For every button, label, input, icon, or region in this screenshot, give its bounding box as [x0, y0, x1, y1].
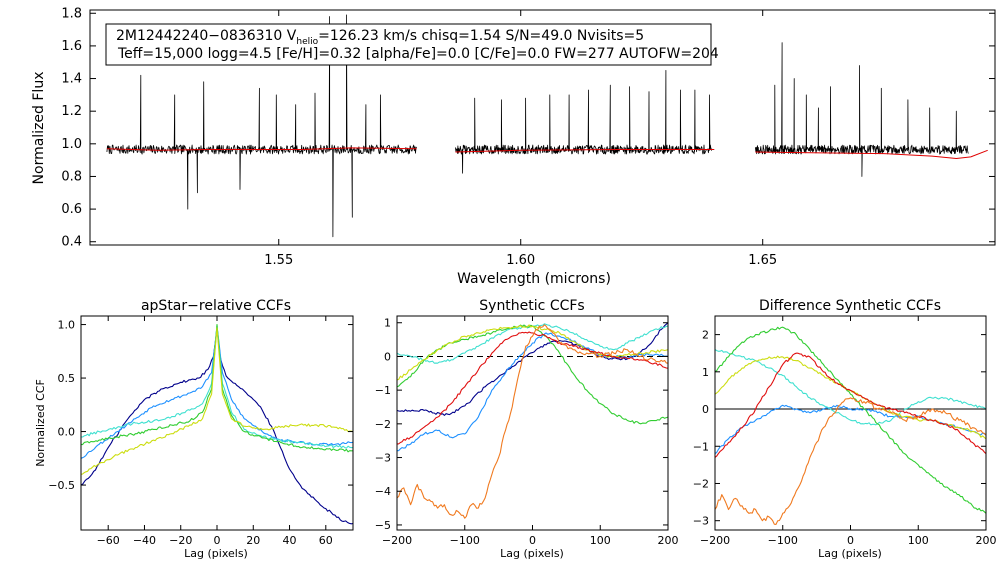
- apstar-series-visit-5: [80, 327, 354, 475]
- difference-xtick-label: 0: [847, 534, 854, 547]
- apstar-xtick-label: −40: [133, 534, 156, 547]
- synthetic-ccf-panel: Synthetic CCFs −200 −100 0 100 200 −5 −4 −3 −2 −1…: [375, 298, 679, 560]
- apstar-ytick-label: 1.0: [58, 319, 76, 332]
- synthetic-ccf-x-label: Lag (pixels): [500, 547, 564, 560]
- difference-ytick-label: −3: [693, 515, 709, 528]
- synthetic-ccf-series: [396, 322, 669, 519]
- spectrum-annotation-line1: 2M12442240−0836310 Vhelio=126.23 km/s ch…: [116, 28, 644, 47]
- apstar-ccf-y-label: Normalized CCF: [34, 379, 47, 467]
- synthetic-xtick-label: −200: [382, 534, 412, 547]
- difference-series-red: [714, 352, 987, 458]
- spectrum-model-chip-2: [455, 149, 715, 153]
- difference-series-green: [714, 326, 987, 514]
- apstar-ytick-label: 0.5: [58, 372, 76, 385]
- synthetic-ccf-title: Synthetic CCFs: [479, 298, 584, 314]
- spectrum-model-chip-1: [106, 147, 417, 151]
- apstar-xtick-label: 40: [283, 534, 297, 547]
- spectrum-annotation-line2: Teff=15,000 logg=4.5 [Fe/H]=0.32 [alpha/…: [117, 46, 719, 62]
- apstar-series-visit-1: [80, 328, 354, 525]
- difference-ccf-x-label: Lag (pixels): [818, 547, 882, 560]
- apstar-xtick-label: 20: [246, 534, 260, 547]
- spectrum-ytick-label: 0.6: [61, 202, 82, 217]
- difference-ytick-label: 2: [702, 329, 709, 342]
- spectrum-ytick-label: 1.2: [61, 104, 82, 119]
- synthetic-series-red: [396, 331, 669, 445]
- synthetic-ytick-label: 0: [384, 350, 391, 363]
- spectrum-panel: 1.55 1.60 1.65 0.4 0.6 0.8 1.0 1.2 1.4 1.6 1.8 2M1…: [31, 6, 996, 287]
- spectrum-ytick-label: 1.0: [61, 137, 82, 152]
- apstar-ccf-title: apStar−relative CCFs: [141, 298, 291, 314]
- apstar-xtick-label: −60: [97, 534, 120, 547]
- difference-xtick-label: −200: [700, 534, 730, 547]
- difference-series-blue: [714, 404, 987, 455]
- apstar-series-visit-2: [80, 326, 354, 459]
- difference-ccf-panel: Difference Synthetic CCFs −200 −100 0 100 20…: [693, 298, 997, 560]
- difference-ccf-frame: [714, 315, 987, 531]
- synthetic-series-green: [396, 324, 669, 425]
- synthetic-ytick-label: −4: [375, 485, 391, 498]
- difference-ytick-label: −1: [693, 440, 709, 453]
- spectrum-xtick-label: 1.60: [506, 253, 535, 268]
- synthetic-ytick-label: 1: [384, 317, 391, 330]
- apstar-xtick-label: 60: [319, 534, 333, 547]
- synthetic-xtick-label: −100: [450, 534, 480, 547]
- synthetic-ytick-label: −1: [375, 384, 391, 397]
- difference-xtick-label: 200: [976, 534, 997, 547]
- spectrum-ytick-label: 0.4: [61, 235, 82, 250]
- spectrum-xtick-label: 1.65: [748, 253, 777, 268]
- difference-ccf-ticks: −200 −100 0 100 200 −3 −2 −1 0 1 2: [693, 316, 997, 547]
- spectrum-frame: [89, 9, 996, 246]
- difference-xtick-label: −100: [768, 534, 798, 547]
- spectrum-ytick-label: 0.8: [61, 169, 82, 184]
- synthetic-xtick-label: 100: [590, 534, 611, 547]
- synthetic-ytick-label: −5: [375, 519, 391, 532]
- synthetic-xtick-label: 0: [529, 534, 536, 547]
- synthetic-ccf-ticks: −200 −100 0 100 200 −5 −4 −3 −2 −1 0 1: [375, 316, 679, 547]
- apstar-ytick-label: −0.5: [48, 479, 75, 492]
- synthetic-ytick-label: −3: [375, 452, 391, 465]
- apstar-xtick-label: −20: [169, 534, 192, 547]
- difference-ccf-title: Difference Synthetic CCFs: [759, 298, 941, 314]
- annotation-stats: =126.23 km/s chisq=1.54 S/N=49.0 Nvisits…: [318, 28, 644, 44]
- difference-xtick-label: 100: [908, 534, 929, 547]
- spectrum-annotation-box: [105, 23, 712, 66]
- spectrum-model-chip-3: [755, 149, 988, 159]
- spectrum-observed-chip-3: [755, 42, 969, 177]
- apstar-xtick-label: 0: [214, 534, 221, 547]
- spectrum-xtick-label: 1.55: [264, 253, 293, 268]
- spectrum-series: [106, 14, 988, 238]
- synthetic-series-blue: [396, 332, 669, 452]
- annotation-vhelio-subscript: helio: [296, 37, 318, 47]
- apstar-ccf-panel: apStar−relative CCFs −60 −40 −20 0 20 40 60 −0.…: [34, 298, 354, 560]
- difference-ytick-label: 0: [702, 403, 709, 416]
- annotation-star-id: 2M12442240−0836310 V: [116, 28, 297, 44]
- spectrum-observed-chip-2: [455, 70, 713, 174]
- spectrum-x-label: Wavelength (microns): [457, 271, 611, 287]
- spectrum-ytick-label: 1.8: [61, 6, 82, 21]
- apstar-ccf-ticks: −60 −40 −20 0 20 40 60 −0.5 0.0 0.5 1.0: [48, 316, 353, 547]
- difference-ytick-label: 1: [702, 366, 709, 379]
- synthetic-ytick-label: −2: [375, 418, 391, 431]
- apstar-ccf-series: [80, 324, 354, 525]
- spectrum-ytick-label: 1.6: [61, 39, 82, 54]
- spectrum-ytick-label: 1.4: [61, 72, 82, 87]
- spectrum-y-label: Normalized Flux: [31, 72, 47, 185]
- difference-ccf-series: [714, 326, 987, 525]
- apstar-series-visit-3: [80, 325, 353, 449]
- apstar-ccf-x-label: Lag (pixels): [184, 547, 248, 560]
- spectrum-observed-chip-1: [106, 14, 417, 238]
- difference-series-orange: [714, 397, 987, 525]
- synthetic-series-yellow: [396, 324, 669, 381]
- apstar-series-visit-4: [80, 324, 353, 453]
- synthetic-series-orange: [396, 324, 669, 519]
- difference-series-cyan: [714, 349, 987, 426]
- apstar-ccf-frame: [80, 315, 354, 531]
- synthetic-xtick-label: 200: [658, 534, 679, 547]
- spectrum-ticks: 1.55 1.60 1.65 0.4 0.6 0.8 1.0 1.2 1.4 1.6 1.8: [61, 6, 995, 268]
- apstar-ytick-label: 0.0: [58, 426, 76, 439]
- synthetic-ccf-frame: [396, 315, 669, 531]
- difference-ytick-label: −2: [693, 477, 709, 490]
